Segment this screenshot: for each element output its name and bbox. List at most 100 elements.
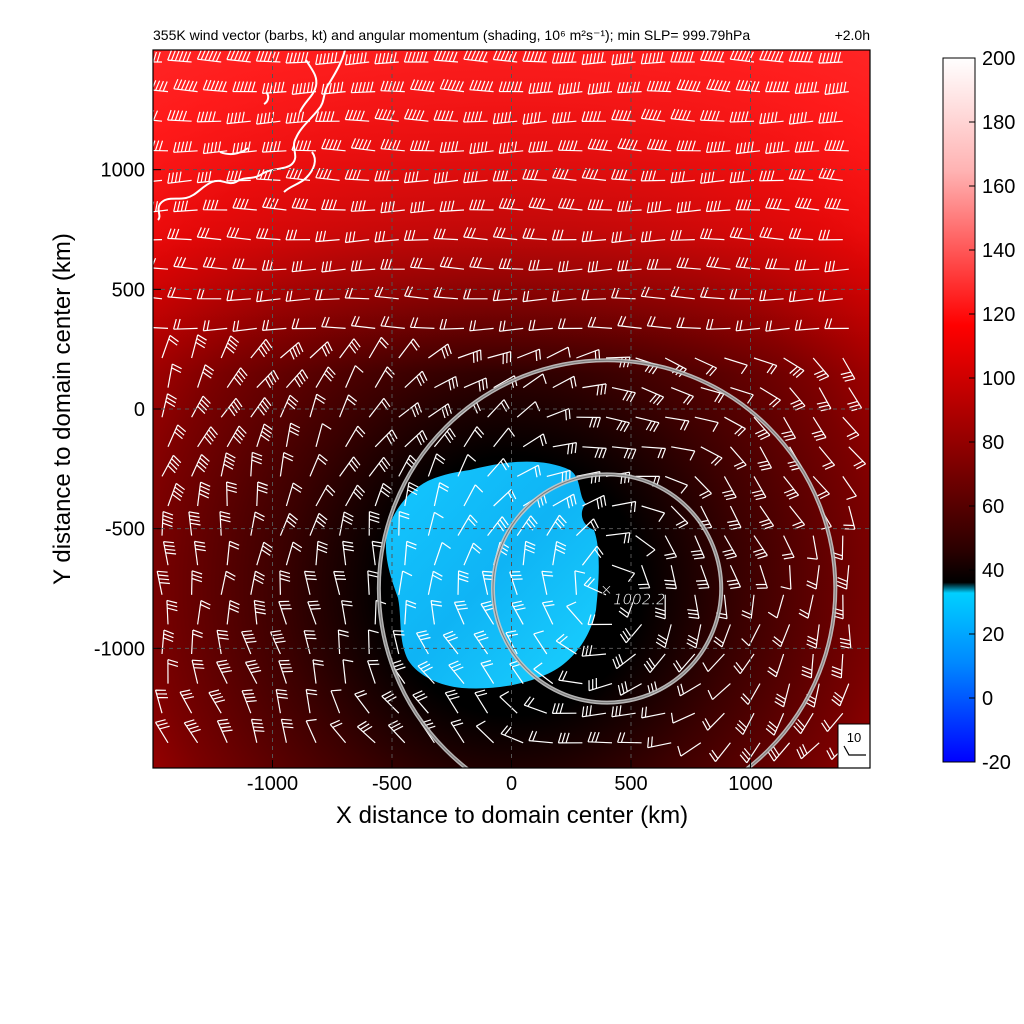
- wind-barb: [670, 387, 694, 405]
- wind-barb: [321, 138, 346, 152]
- wind-barb: [232, 141, 257, 155]
- wind-barb: [439, 256, 465, 270]
- wind-barb: [417, 660, 435, 685]
- colorbar-tick-label: -20: [982, 752, 1011, 774]
- wind-barb: [315, 540, 328, 566]
- wind-barb: [533, 662, 554, 685]
- wind-barb: [291, 260, 317, 273]
- wind-barb: [232, 258, 257, 270]
- wind-barb: [796, 742, 820, 760]
- wind-barb: [789, 505, 806, 530]
- wind-barb: [832, 594, 844, 620]
- wind-barb: [498, 197, 524, 211]
- wind-barb: [670, 51, 695, 63]
- wind-barb: [676, 79, 701, 93]
- wind-barb: [709, 742, 731, 762]
- wind-barb: [617, 81, 642, 94]
- wind-barb: [226, 540, 240, 566]
- wind-barb: [226, 170, 251, 182]
- wind-barb: [167, 424, 187, 448]
- wind-barb: [315, 230, 340, 243]
- wind-barb: [330, 689, 342, 714]
- wind-barb: [173, 256, 198, 270]
- wind-barb: [368, 456, 391, 477]
- wind-barb: [824, 197, 849, 211]
- wind-barb: [403, 108, 429, 122]
- wind-barb: [757, 446, 773, 471]
- wind-barb: [191, 659, 205, 684]
- wind-barb: [581, 645, 607, 657]
- wind-barb: [741, 594, 755, 620]
- wind-barb: [196, 288, 222, 300]
- wind-barb: [700, 171, 725, 184]
- wind-barb: [433, 50, 459, 63]
- wind-barb: [772, 624, 791, 648]
- wind-barb: [581, 111, 607, 122]
- colorbar-tick-label: 80: [982, 432, 1004, 454]
- wind-barb: [487, 351, 512, 365]
- wind-barb: [522, 168, 547, 181]
- y-tick-label: 500: [112, 279, 145, 301]
- wind-barb: [350, 138, 376, 152]
- wind-barb: [677, 742, 702, 757]
- wind-barb: [179, 689, 195, 714]
- wind-barb: [307, 600, 321, 625]
- wind-barb: [463, 227, 488, 241]
- wind-barb: [381, 690, 400, 714]
- wind-barb: [312, 659, 324, 684]
- y-tick-label: 0: [134, 399, 145, 421]
- wind-barb: [202, 199, 228, 211]
- wind-barb: [434, 375, 459, 391]
- wind-barb: [587, 260, 613, 273]
- wind-barb: [759, 111, 784, 125]
- wind-barb: [191, 570, 203, 595]
- wind-barb: [557, 260, 583, 273]
- wind-barb: [706, 256, 731, 270]
- storm-center-slp-label: 1002.2: [613, 591, 666, 609]
- wind-barb: [765, 320, 790, 332]
- wind-barb: [398, 402, 423, 418]
- wind-barb: [516, 348, 541, 362]
- wind-barb: [344, 168, 370, 181]
- wind-barb: [637, 564, 651, 589]
- wind-barb: [587, 138, 613, 152]
- wind-barb: [457, 454, 477, 477]
- wind-barb: [409, 140, 435, 152]
- y-tick-label: 1000: [101, 160, 146, 182]
- wind-barb: [782, 535, 795, 560]
- wind-barb: [433, 171, 459, 184]
- wind-barb: [818, 446, 836, 470]
- wind-barb: [729, 446, 747, 470]
- wind-barb: [303, 630, 317, 655]
- wind-barb: [677, 683, 702, 697]
- colorbar-tick-label: 120: [982, 304, 1015, 326]
- wind-barb: [261, 259, 287, 271]
- wind-barb: [321, 260, 346, 273]
- wind-barb: [255, 51, 281, 63]
- wind-barb: [582, 446, 607, 459]
- wind-barb: [705, 141, 731, 153]
- wind-barb: [694, 357, 718, 377]
- wind-barb: [707, 683, 731, 701]
- wind-barb: [694, 475, 712, 499]
- wind-barb: [831, 653, 844, 679]
- wind-barb: [767, 594, 785, 619]
- x-tick-label: -1000: [247, 773, 298, 795]
- time-label: +2.0h: [835, 27, 870, 43]
- wind-barb: [154, 719, 170, 744]
- wind-barb: [735, 79, 761, 93]
- wind-barb: [551, 51, 577, 64]
- wind-barb: [735, 320, 761, 332]
- wind-barb: [226, 367, 248, 388]
- wind-barb: [220, 570, 236, 595]
- wind-barb: [824, 260, 849, 273]
- wind-barb: [646, 200, 672, 214]
- wind-barb: [409, 257, 435, 270]
- wind-barb: [705, 318, 731, 330]
- wind-barb: [480, 600, 496, 625]
- wind-barb: [812, 475, 830, 500]
- wind-barb: [818, 290, 843, 302]
- wind-barb: [552, 167, 577, 181]
- wind-barb: [226, 425, 247, 448]
